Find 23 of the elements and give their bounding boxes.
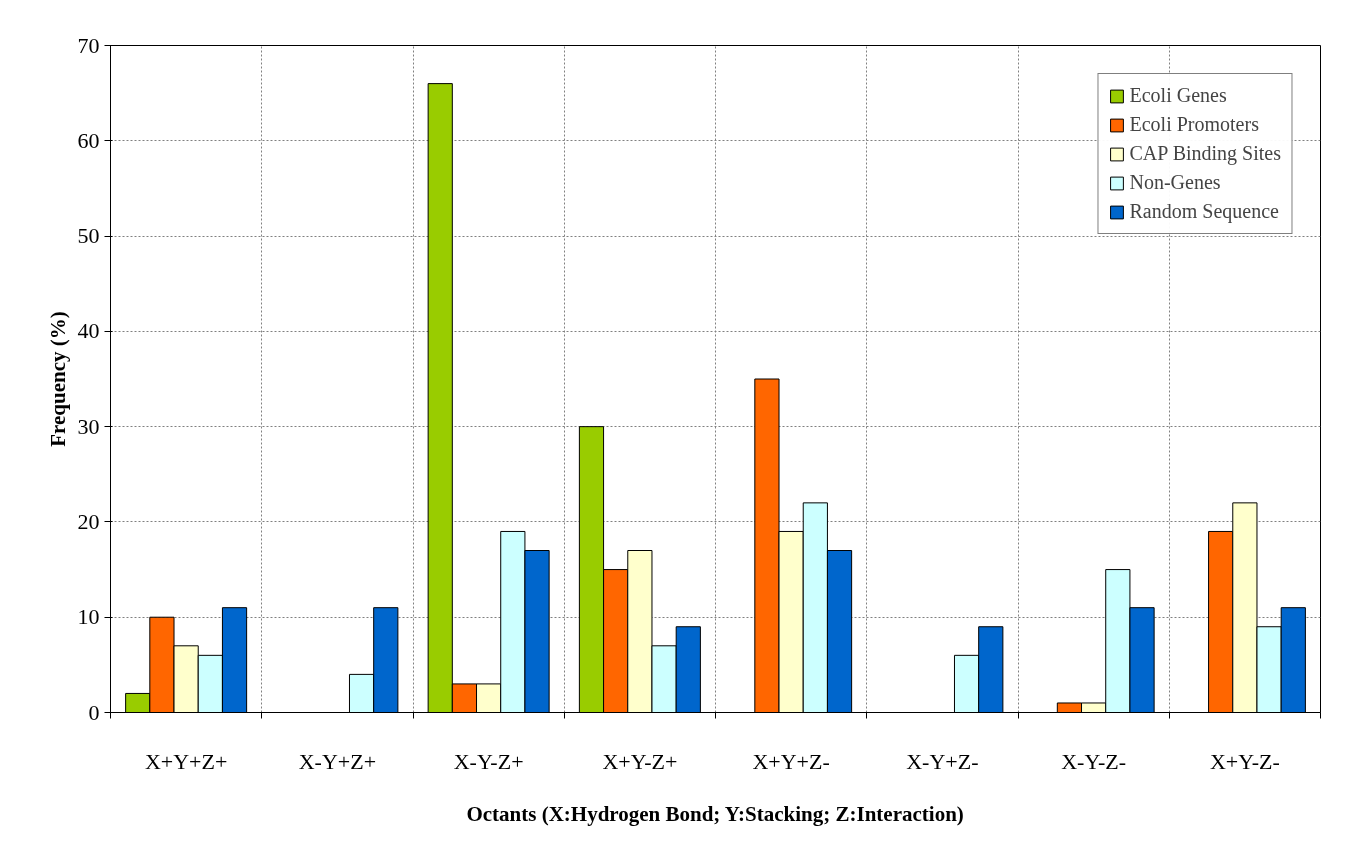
x-tick-label: X-Y+Z+ [298, 748, 377, 774]
x-axis-title: Octants (X:Hydrogen Bond; Y:Stacking; Z:Interaction) [466, 801, 964, 826]
y-tick-label: 0 [88, 699, 100, 725]
x-tick-label: X+Y-Z- [1209, 748, 1280, 774]
legend-label: CAP Binding Sites [1129, 142, 1281, 165]
x-tick-label: X+Y+Z+ [144, 748, 228, 774]
y-axis-title: Frequency (%) [45, 311, 70, 447]
legend-label: Random Sequence [1129, 200, 1279, 223]
y-tick-label: 30 [77, 413, 100, 439]
y-tick-label: 60 [77, 127, 100, 153]
x-tick-label: X-Y-Z- [1061, 748, 1127, 774]
y-tick-label: 70 [77, 32, 100, 58]
x-tick-label: X+Y+Z- [752, 748, 830, 774]
x-tick-label: X+Y-Z+ [602, 748, 678, 774]
x-tick-label: X-Y-Z+ [453, 748, 524, 774]
legend-label: Ecoli Genes [1129, 84, 1227, 107]
legend-label: Non-Genes [1129, 171, 1221, 194]
y-tick-label: 40 [77, 318, 100, 344]
y-tick-label: 50 [77, 223, 100, 249]
y-tick-label: 20 [77, 508, 100, 534]
legend-label: Ecoli Promoters [1129, 113, 1259, 136]
x-tick-label: X-Y+Z- [906, 748, 979, 774]
y-tick-label: 10 [77, 604, 100, 630]
